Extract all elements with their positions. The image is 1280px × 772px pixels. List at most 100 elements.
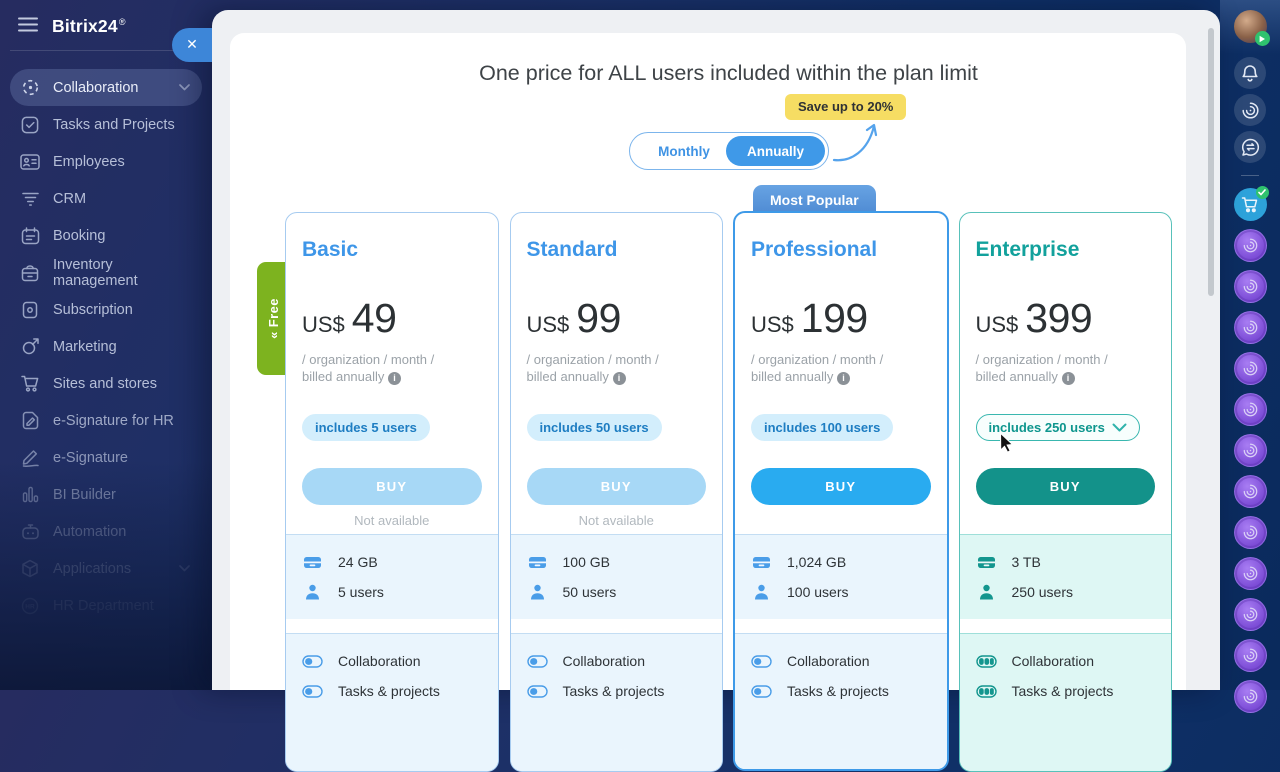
- market-cart-button[interactable]: [1233, 186, 1269, 221]
- included-users-pill[interactable]: includes 250 users: [975, 414, 1140, 441]
- plan-name: Standard: [526, 238, 618, 261]
- price-currency: US$: [302, 312, 345, 337]
- menu-icon[interactable]: [18, 17, 38, 37]
- sidebar-item-inventory-management[interactable]: Inventory management: [10, 254, 202, 291]
- spiral-icon: [1242, 688, 1258, 704]
- sidebar-item-sites-and-stores[interactable]: Sites and stores: [10, 365, 202, 402]
- copilot-circle[interactable]: [1233, 270, 1267, 303]
- info-icon[interactable]: i: [837, 372, 851, 385]
- buy-button[interactable]: BUY: [302, 468, 482, 505]
- pricing-content: One price for ALL users included within …: [257, 33, 1172, 772]
- feature-row-collaboration: Collaboration: [975, 646, 1156, 676]
- included-users-pill: includes 5 users: [302, 414, 430, 441]
- plan-price: US$ 399: [976, 295, 1156, 342]
- feature-row-tasks-projects: Tasks & projects: [975, 676, 1156, 706]
- info-icon[interactable]: i: [1061, 372, 1075, 385]
- copilot-circle[interactable]: [1233, 393, 1267, 426]
- sidebar-item-e-signature[interactable]: e-Signature: [10, 439, 202, 476]
- sidebar-item-marketing[interactable]: Marketing: [10, 328, 202, 365]
- close-button[interactable]: ✕: [172, 28, 212, 62]
- notifications-button[interactable]: [1234, 57, 1266, 89]
- pricing-slider-panel: ✕ One price for ALL users included withi…: [172, 10, 1220, 772]
- sidebar-item-e-signature-for-hr[interactable]: e-Signature for HR: [10, 402, 202, 439]
- plan-price: US$ 199: [751, 295, 931, 342]
- info-icon[interactable]: i: [388, 372, 402, 385]
- feature-row-collaboration: Collaboration: [526, 646, 707, 676]
- spiral-icon: [1242, 524, 1258, 540]
- users-icon: [302, 584, 323, 600]
- esignhr-icon: [20, 411, 40, 431]
- plan-limits-section: 1,024 GB 100 users: [735, 534, 947, 619]
- availability-note: Not available: [354, 513, 430, 528]
- users-icon: [976, 584, 997, 600]
- free-plan-tab-label: « Free: [265, 298, 281, 339]
- messenger-button[interactable]: [1234, 131, 1266, 163]
- logo-mark: ®: [118, 17, 126, 28]
- copilot-button[interactable]: [1234, 94, 1266, 126]
- hr-icon: HR: [20, 596, 40, 616]
- buy-button[interactable]: BUY: [975, 468, 1155, 505]
- sidebar-item-subscription[interactable]: Subscription: [10, 291, 202, 328]
- feature-toggle-icon: [302, 654, 323, 668]
- collaboration-icon: [20, 78, 40, 98]
- scrollbar-thumb[interactable]: [1208, 28, 1214, 296]
- copilot-circle[interactable]: [1233, 680, 1267, 713]
- price-currency: US$: [526, 312, 570, 337]
- pricing-card-standard: Standard US$ 99 / organization / month /…: [509, 212, 723, 772]
- price-amount: 199: [800, 295, 868, 341]
- toggle-monthly[interactable]: Monthly: [658, 143, 710, 159]
- copilot-circle[interactable]: [1233, 352, 1267, 385]
- sidebar-item-label: Subscription: [53, 301, 133, 318]
- sidebar-item-tasks-and-projects[interactable]: Tasks and Projects: [10, 106, 202, 143]
- app-logo[interactable]: Bitrix24®: [52, 16, 126, 36]
- copilot-circle[interactable]: [1233, 598, 1267, 631]
- billing-period-toggle: Monthly Annually: [629, 132, 829, 170]
- applications-icon: [20, 559, 40, 579]
- copilot-circle[interactable]: [1233, 639, 1267, 672]
- copilot-circle[interactable]: [1233, 311, 1267, 344]
- spiral-icon: [1242, 647, 1258, 663]
- pricing-card-enterprise: Enterprise US$ 399 / organization / mont…: [958, 212, 1172, 772]
- sidebar-item-collaboration[interactable]: Collaboration: [10, 69, 202, 106]
- pricing-card-basic: Basic US$ 49 / organization / month / bi…: [285, 212, 499, 772]
- sidebar-item-label: Booking: [53, 227, 106, 244]
- sidebar-item-employees[interactable]: Employees: [10, 143, 202, 180]
- sidebar-item-label: Applications: [53, 560, 132, 577]
- sidebar-item-label: Collaboration: [53, 79, 139, 96]
- copilot-circle[interactable]: [1233, 557, 1267, 590]
- toggle-annually[interactable]: Annually: [726, 136, 825, 166]
- sidebar-item-bi-builder[interactable]: BI Builder: [10, 476, 202, 513]
- sidebar-item-booking[interactable]: Booking: [10, 217, 202, 254]
- sidebar-item-label: CRM: [53, 190, 87, 207]
- buy-button[interactable]: BUY: [526, 468, 706, 505]
- sidebar-divider: [10, 50, 202, 51]
- price-currency: US$: [975, 312, 1019, 337]
- info-icon[interactable]: i: [612, 372, 626, 385]
- chevron-down-icon: [179, 565, 190, 572]
- sidebar-item-applications[interactable]: Applications: [10, 550, 202, 587]
- sidebar-menu: Collaboration Tasks and Projects Employe…: [0, 51, 212, 624]
- storage-row: 1,024 GB: [751, 547, 931, 577]
- copilot-circle[interactable]: [1233, 475, 1267, 508]
- feature-row-collaboration: Collaboration: [751, 646, 931, 676]
- copilot-circle[interactable]: [1233, 229, 1267, 262]
- sidebar-item-label: Tasks and Projects: [53, 116, 175, 133]
- sidebar-item-hr-department[interactable]: HR HR Department: [10, 587, 202, 624]
- copilot-circle[interactable]: [1233, 516, 1267, 549]
- storage-icon: [976, 555, 997, 570]
- feature-toggle-icon: [526, 684, 548, 698]
- free-plan-tab[interactable]: « Free: [257, 262, 289, 375]
- buy-button[interactable]: BUY: [751, 468, 931, 505]
- play-status-icon: [1254, 31, 1270, 46]
- sidebar-item-automation[interactable]: Automation: [10, 513, 202, 550]
- copilot-circle[interactable]: [1233, 434, 1267, 467]
- user-avatar[interactable]: [1233, 10, 1270, 46]
- spiral-icon: [1242, 360, 1258, 376]
- feature-label: Collaboration: [787, 653, 870, 669]
- plan-name: Professional: [751, 238, 878, 261]
- subscription-icon: [20, 300, 40, 320]
- sidebar-item-crm[interactable]: CRM: [10, 180, 202, 217]
- sidebar-item-label: e-Signature: [53, 449, 128, 466]
- storage-icon: [751, 555, 772, 570]
- chevron-down-icon: [1112, 423, 1127, 432]
